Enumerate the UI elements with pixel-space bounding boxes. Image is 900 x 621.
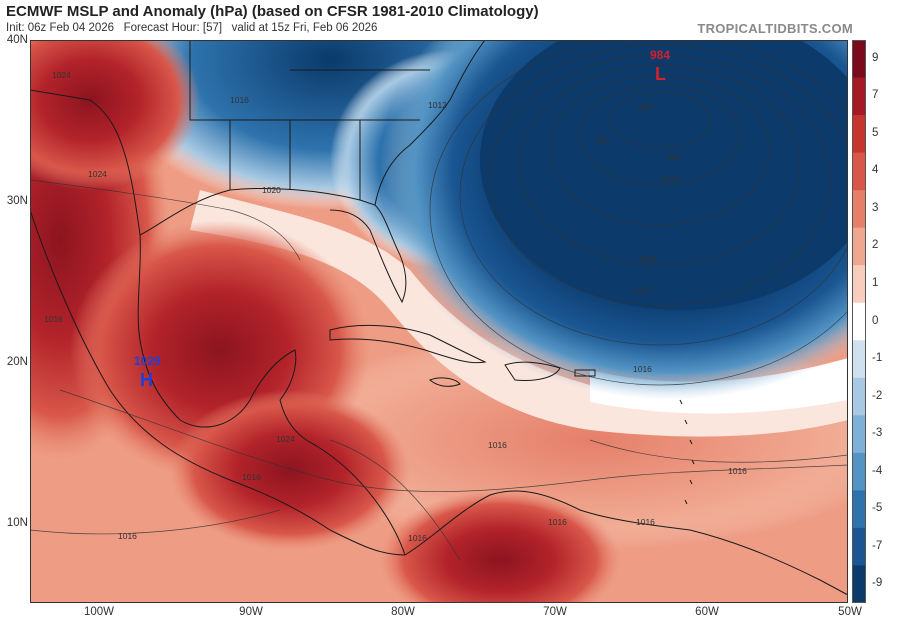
high-pressure-center: 1029 H [134, 354, 161, 390]
isobar-label: 1008 [638, 254, 657, 264]
isobar-label: 1016 [118, 531, 137, 541]
colorbar-segment [852, 227, 866, 266]
isobar-label: 1016 [548, 517, 567, 527]
isobar-label: 1016 [242, 472, 261, 482]
colorbar-label: 4 [872, 164, 879, 177]
colorbar-label: 0 [872, 314, 879, 327]
lon-label-50w: 50W [838, 606, 862, 618]
lon-label-100w: 100W [83, 606, 115, 618]
isobar-labels: 1024 1016 1012 1024 1020 988 992 996 100… [44, 70, 747, 543]
low-pressure-center: 984 L [650, 48, 670, 84]
lat-label-10n: 10N [6, 517, 28, 529]
lon-label-70w: 70W [543, 606, 567, 618]
forecast-info: Init: 06z Feb 04 2026 Forecast Hour: [57… [6, 22, 378, 34]
colorbar-border [852, 40, 866, 603]
isobar-label: 1024 [88, 169, 107, 179]
anomaly-map: 1024 1016 1012 1024 1020 988 992 996 100… [30, 40, 848, 603]
colorbar-label: 9 [872, 51, 879, 64]
colorbar-segment [852, 77, 866, 116]
isobar-label: 1012 [428, 100, 447, 110]
colorbar-segment [852, 527, 866, 566]
colorbar-segment [852, 152, 866, 191]
colorbar-segment [852, 415, 866, 454]
isobar-label: 1016 [230, 95, 249, 105]
lon-label-60w: 60W [695, 606, 719, 618]
isobar-label: 992 [595, 135, 609, 145]
colorbar-label: 5 [872, 126, 879, 139]
lat-label-30n: 30N [6, 195, 28, 207]
colorbar-segment [852, 190, 866, 229]
colorbar-label: -3 [872, 427, 883, 440]
colorbar-segment [852, 265, 866, 304]
low-pressure-symbol: L [655, 64, 666, 84]
isobar-label: 1000 [660, 174, 679, 184]
lon-label-90w: 90W [239, 606, 263, 618]
isobar-label: 1012 [633, 285, 652, 295]
colorbar-segment [852, 115, 866, 154]
isobar-label: 1016 [633, 364, 652, 374]
colorbar-segment [852, 565, 866, 603]
colorbar-label: 1 [872, 276, 879, 289]
colorbar-segment [852, 452, 866, 491]
colorbar-label: -1 [872, 352, 883, 365]
colorbar-label: 2 [872, 239, 879, 252]
colorbar-segment [852, 377, 866, 416]
isobar-label: 1016 [408, 533, 427, 543]
lat-label-40n: 40N [6, 34, 28, 46]
colorbar-segment [852, 302, 866, 341]
isobar-label: 988 [638, 102, 652, 112]
lon-label-80w: 80W [391, 606, 415, 618]
colorbar-label: 3 [872, 201, 879, 214]
isobar-label: 996 [666, 152, 680, 162]
anomaly-colorbar [852, 40, 866, 603]
colorbar-segment [852, 490, 866, 529]
colorbar-label: -7 [872, 539, 883, 552]
map-title: ECMWF MSLP and Anomaly (hPa) (based on C… [6, 3, 539, 20]
colorbar-label: 7 [872, 89, 879, 102]
isobar-label: 1020 [262, 185, 281, 195]
colorbar-label: -9 [872, 577, 883, 590]
colorbar-segment [852, 40, 866, 79]
high-pressure-symbol: H [140, 370, 153, 390]
colorbar-label: -4 [872, 464, 883, 477]
brand-watermark: TROPICALTIDBITS.COM [697, 21, 853, 36]
colorbar-label: -2 [872, 389, 883, 402]
low-pressure-value: 984 [650, 48, 670, 62]
isobar-label: 1024 [52, 70, 71, 80]
lat-label-20n: 20N [6, 356, 28, 368]
colorbar-label: -5 [872, 502, 883, 515]
isobar-label: 1016 [44, 314, 63, 324]
isobar-label: 1024 [276, 434, 295, 444]
isobar-label: 1016 [636, 517, 655, 527]
isobar-label: 1016 [728, 466, 747, 476]
colorbar-segment [852, 340, 866, 379]
high-pressure-value: 1029 [134, 354, 161, 368]
isobar-label: 1016 [488, 440, 507, 450]
